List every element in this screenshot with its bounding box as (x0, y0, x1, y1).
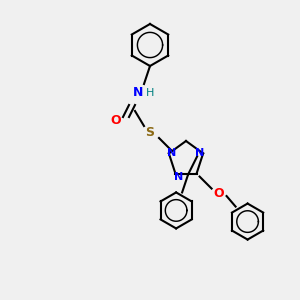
Text: H: H (146, 88, 154, 98)
Text: O: O (214, 187, 224, 200)
Text: O: O (110, 113, 121, 127)
Text: N: N (133, 86, 143, 100)
Text: N: N (167, 148, 176, 158)
Text: N: N (174, 172, 183, 182)
Text: N: N (196, 148, 205, 158)
Text: S: S (146, 125, 154, 139)
